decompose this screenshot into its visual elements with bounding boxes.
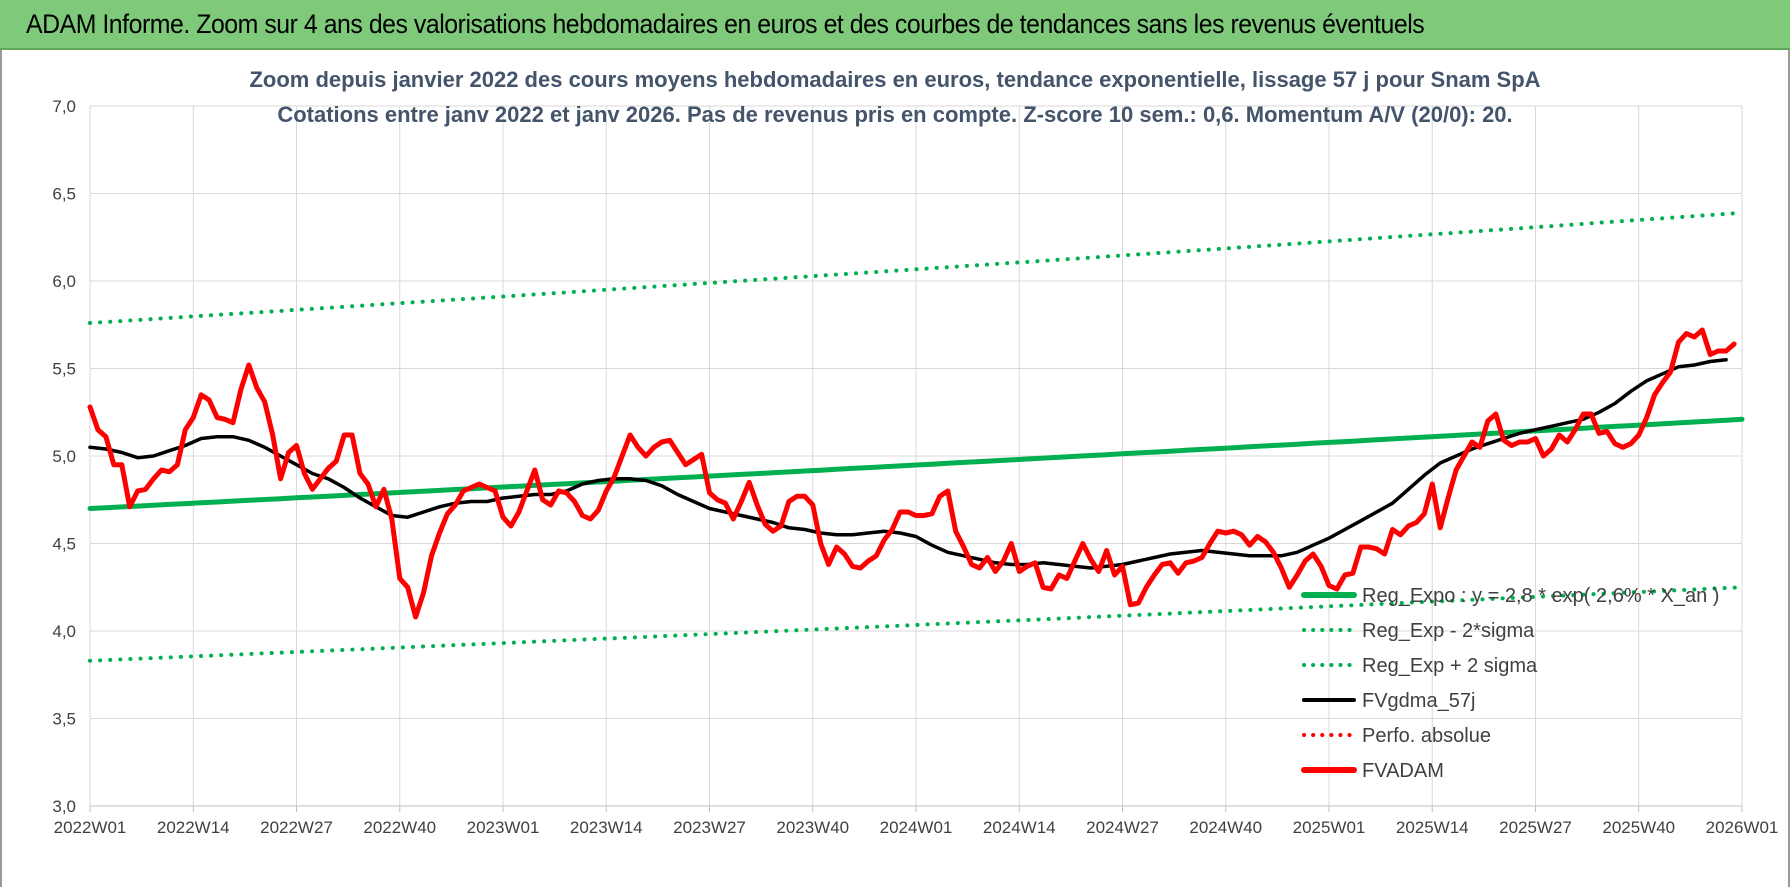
legend-label: Reg_Exp - 2*sigma <box>1362 620 1535 642</box>
x-tick-label: 2025W27 <box>1499 818 1572 837</box>
fvadam-line <box>87 327 1737 620</box>
gridlines <box>89 105 1743 807</box>
x-tick-label: 2024W01 <box>880 818 953 837</box>
x-tick-label: 2022W40 <box>363 818 436 837</box>
x-tick-label: 2024W27 <box>1086 818 1159 837</box>
y-tick-label: 3,0 <box>52 797 76 816</box>
y-axis: 3,0 3,5 4,0 4,5 5,0 5,5 6,0 6,5 7,0 <box>52 97 76 816</box>
trend-minus-2sigma-line <box>88 585 1744 663</box>
trend-lines <box>87 210 1745 663</box>
legend-label: Perfo. absolue <box>1362 725 1491 747</box>
trend-plus-2sigma-line <box>88 210 1744 325</box>
x-tick-label: 2023W01 <box>467 818 540 837</box>
x-tick-label: 2025W14 <box>1396 818 1469 837</box>
legend: Reg_Expo : y = 2,8 * exp( 2,6% * X_an ) R… <box>1301 585 1719 782</box>
x-tick-label: 2022W14 <box>157 818 230 837</box>
legend-label: Reg_Exp + 2 sigma <box>1362 655 1538 677</box>
x-axis: 2022W01 2022W14 2022W27 2022W40 2023W01 2023W… <box>54 805 1779 837</box>
banner: ADAM Informe. Zoom sur 4 ans des valoris… <box>0 0 1790 50</box>
x-tick-label: 2023W40 <box>776 818 849 837</box>
x-tick-label: 2022W27 <box>260 818 333 837</box>
legend-label: Reg_Expo : y = 2,8 * exp( 2,6% * X_an ) <box>1362 585 1719 607</box>
x-tick-label: 2025W40 <box>1602 818 1675 837</box>
y-tick-label: 6,5 <box>52 185 76 204</box>
y-tick-label: 3,5 <box>52 710 76 729</box>
y-tick-label: 4,0 <box>52 622 76 641</box>
chart-title: Zoom depuis janvier 2022 des cours moyen… <box>249 67 1540 92</box>
x-tick-label: 2024W14 <box>983 818 1056 837</box>
x-tick-label: 2026W01 <box>1706 818 1779 837</box>
chart-area: 3,0 3,5 4,0 4,5 5,0 5,5 6,0 6,5 7,0 2022W01 2022W… <box>0 50 1790 887</box>
line-chart: 3,03,54,04,55,05,56,06,57,0 2022W01 2022W… <box>52 67 1779 837</box>
y-tick-label: 5,5 <box>52 360 76 379</box>
x-tick-label: 2023W27 <box>673 818 746 837</box>
data-series <box>87 327 1737 620</box>
x-tick-label: 2022W01 <box>54 818 127 837</box>
x-tick-label: 2024W40 <box>1189 818 1262 837</box>
fvgdma-57j-line <box>88 358 1728 570</box>
x-tick-label: 2025W01 <box>1293 818 1366 837</box>
x-tick-label: 2023W14 <box>570 818 643 837</box>
y-tick-label: 4,5 <box>52 535 76 554</box>
chart-subtitle: Cotations entre janv 2022 et janv 2026. … <box>277 102 1512 127</box>
y-tick-label: 7,0 <box>52 97 76 116</box>
legend-label: FVADAM <box>1362 760 1444 782</box>
legend-label: FVgdma_57j <box>1362 690 1475 712</box>
banner-title: ADAM Informe. Zoom sur 4 ans des valoris… <box>26 9 1425 39</box>
y-tick-label: 6,0 <box>52 272 76 291</box>
y-tick-label: 5,0 <box>52 447 76 466</box>
trend-exp-line <box>87 416 1745 511</box>
